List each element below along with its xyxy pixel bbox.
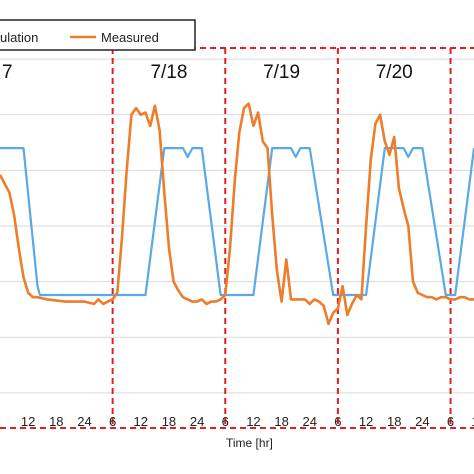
x-tick-label: 18 — [49, 414, 63, 429]
x-tick-label: 6 — [222, 414, 229, 429]
x-tick-labels: 12 18 24 6 12 18 24 6 12 18 24 6 12 18 24 6 12 — [21, 414, 474, 429]
x-tick-label: 6 — [334, 414, 341, 429]
day-label: 7/19 — [263, 62, 300, 83]
day-label: 7/18 — [150, 62, 187, 83]
x-tick-label: 24 — [415, 414, 429, 429]
x-axis-title: Time [hr] — [226, 436, 273, 450]
x-tick-label: 24 — [190, 414, 204, 429]
x-tick-label: 18 — [162, 414, 176, 429]
legend-label-measured: Measured — [101, 30, 159, 45]
x-tick-label: 24 — [303, 414, 317, 429]
x-tick-label: 18 — [387, 414, 401, 429]
x-tick-label: 6 — [109, 414, 116, 429]
x-tick-label: 12 — [359, 414, 373, 429]
legend-label-simulation: ulation — [0, 30, 38, 45]
day-label: 7 — [2, 62, 13, 83]
x-tick-label: 24 — [77, 414, 91, 429]
legend: ulation Measured — [0, 19, 196, 51]
series-line-measured — [0, 102, 474, 326]
x-tick-label: 6 — [447, 414, 454, 429]
x-tick-label: 18 — [274, 414, 288, 429]
legend-box — [0, 19, 196, 51]
gridlines — [0, 58, 474, 394]
x-tick-label: 12 — [21, 414, 35, 429]
x-tick-label: 12 — [471, 414, 474, 429]
x-tick-label: 12 — [246, 414, 260, 429]
day-dividers — [0, 47, 474, 429]
x-tick-label: 12 — [134, 414, 148, 429]
day-label: 7/20 — [376, 62, 413, 83]
series-lines — [0, 102, 474, 326]
day-labels: 7 7/18 7/19 7/20 — [2, 62, 413, 83]
series-line-simulation — [0, 147, 474, 297]
